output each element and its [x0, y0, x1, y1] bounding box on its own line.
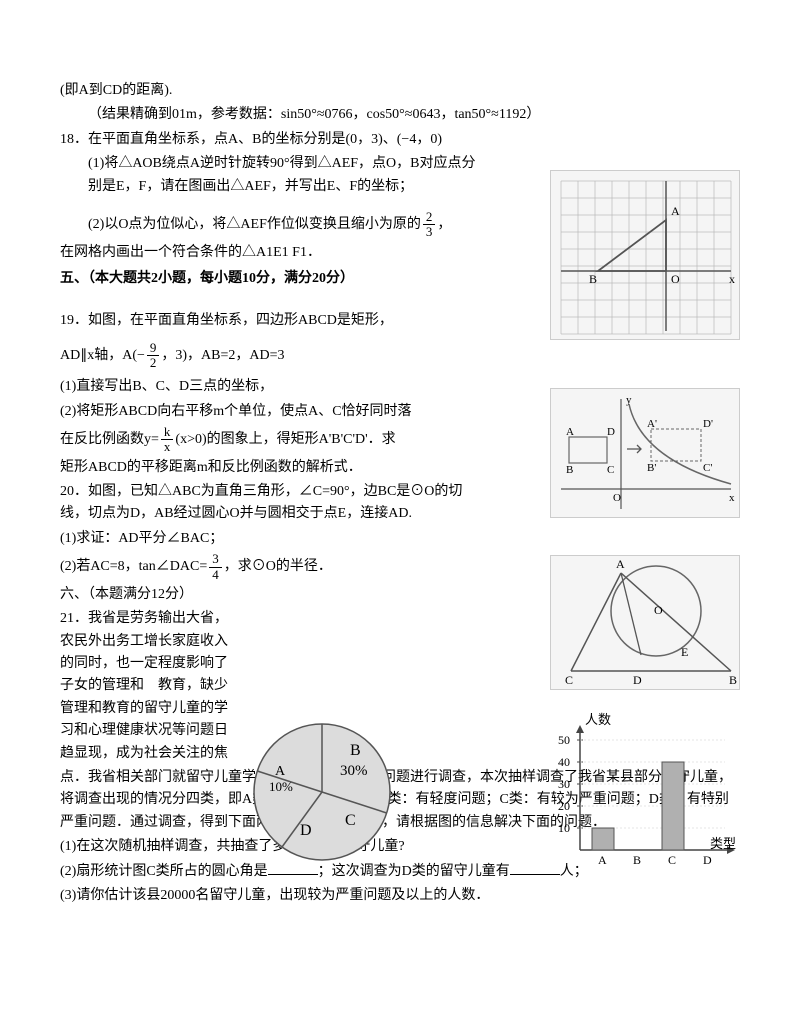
svg-text:D: D: [300, 822, 312, 839]
svg-text:人数: 人数: [585, 712, 611, 727]
q18-frac: 23: [423, 210, 436, 240]
q19-s1: (1)直接写出B、C、D三点的坐标，: [60, 376, 480, 398]
svg-text:50: 50: [558, 733, 570, 747]
figure-q21-barchart: 人数 10 20 30 40 50 A B C D 类型: [550, 710, 740, 870]
q20-frac: 34: [209, 552, 222, 582]
svg-text:B': B': [647, 462, 656, 474]
q18-s2c: 在网格内画出一个符合条件的△A1E1 F1．: [60, 242, 480, 264]
figure-q19-graph: A B C D A' B' C' D' O x y: [550, 388, 740, 518]
q18-s1: (1)将△AOB绕点A逆时针旋转90°得到△AEF，点O，B对应点分别是E，F，…: [60, 153, 480, 198]
svg-text:20: 20: [558, 799, 570, 813]
q19-s3b: (x>0)的图象上，得矩形A'B'C'D'．求: [175, 432, 395, 447]
svg-text:A: A: [275, 764, 286, 779]
svg-text:O: O: [613, 492, 621, 504]
svg-text:D: D: [703, 853, 712, 867]
svg-text:B: B: [566, 464, 573, 476]
q18-s2: (2)以O点为位似心，将△AEF作位似变换且缩小为原的23，: [60, 210, 480, 240]
svg-text:C': C': [703, 462, 712, 474]
svg-text:A: A: [671, 204, 680, 218]
prev-line1: (即A到CD的距离).: [60, 80, 740, 102]
svg-text:D: D: [607, 426, 615, 438]
q21-s2a: (2)扇形统计图C类所占的圆心角是: [60, 864, 268, 879]
q19-head: 19．如图，在平面直角坐标系，四边形ABCD是矩形，: [60, 310, 480, 332]
svg-text:10: 10: [558, 821, 570, 835]
q20-s2b: ，求⊙O的半径．: [224, 559, 332, 574]
svg-text:O: O: [671, 272, 680, 286]
svg-text:C: C: [565, 673, 573, 687]
svg-text:C: C: [668, 853, 676, 867]
svg-text:A: A: [616, 557, 625, 571]
grid-svg: A B O x: [551, 171, 741, 341]
svg-text:B: B: [729, 673, 737, 687]
svg-text:类型: 类型: [710, 836, 736, 851]
q20-s1: (1)求证：AD平分∠BAC；: [60, 528, 480, 550]
svg-text:C: C: [607, 464, 614, 476]
svg-text:A': A': [647, 418, 657, 430]
q20-s2: (2)若AC=8，tan∠DAC=34，求⊙O的半径．: [60, 552, 480, 582]
svg-text:D': D': [703, 418, 713, 430]
figure-q21-piechart: B 30% C D A 10%: [245, 715, 400, 870]
svg-text:A: A: [598, 853, 607, 867]
svg-text:30: 30: [558, 777, 570, 791]
svg-text:B: B: [350, 742, 361, 759]
bar-svg: 人数 10 20 30 40 50 A B C D 类型: [550, 710, 740, 870]
q21-s3: (3)请你估计该县20000名留守儿童，出现较为严重问题及以上的人数．: [60, 885, 740, 907]
svg-text:30%: 30%: [340, 763, 368, 779]
svg-text:E: E: [681, 645, 688, 659]
q19-l2a: AD∥x轴，A(−: [60, 348, 145, 363]
pie-svg: B 30% C D A 10%: [245, 715, 400, 870]
q20-head: 20．如图，已知△ABC为直角三角形，∠C=90°，边BC是⊙O的切线，切点为D…: [60, 481, 480, 526]
q21-intro: 21．我省是劳务输出大省，农民外出务工增长家庭收入的同时，也一定程度影响了子女的…: [60, 608, 230, 765]
q20-s2a: (2)若AC=8，tan∠DAC=: [60, 559, 207, 574]
hyperbola-svg: A B C D A' B' C' D' O x y: [551, 389, 741, 519]
svg-text:D: D: [633, 673, 642, 687]
q19-l2: AD∥x轴，A(−92，3)，AB=2，AD=3: [60, 341, 480, 371]
q19-frac2: kx: [161, 425, 174, 455]
svg-text:A: A: [566, 426, 574, 438]
q18-head: 18．在平面直角坐标系，点A、B的坐标分别是(0，3)、(−4，0): [60, 129, 480, 151]
q19-s3: 在反比例函数y=kx(x>0)的图象上，得矩形A'B'C'D'．求: [60, 425, 480, 455]
figure-q18-grid: A B O x: [550, 170, 740, 340]
q19-l2b: ，3)，AB=2，AD=3: [161, 348, 284, 363]
svg-text:B: B: [589, 272, 597, 286]
q19-s2: (2)将矩形ABCD向右平移m个单位，使点A、C恰好同时落: [60, 401, 480, 423]
svg-text:y: y: [626, 394, 632, 406]
q18-s2a: (2)以O点为位似心，将△AEF作位似变换且缩小为原的: [88, 217, 421, 232]
figure-q20-circle: A B C D E O: [550, 555, 740, 690]
svg-text:B: B: [633, 853, 641, 867]
svg-text:40: 40: [558, 755, 570, 769]
q18-s2b: ，: [437, 217, 451, 232]
svg-text:C: C: [345, 812, 356, 829]
svg-text:O: O: [654, 603, 663, 617]
q19-s3a: 在反比例函数y=: [60, 432, 159, 447]
circle-svg: A B C D E O: [551, 556, 741, 691]
prev-line2: （结果精确到01m，参考数据：sin50°≈0766，cos50°≈0643，t…: [60, 104, 740, 126]
svg-text:x: x: [729, 272, 735, 286]
svg-text:10%: 10%: [269, 779, 293, 794]
svg-text:x: x: [729, 492, 735, 504]
q19-frac1: 92: [147, 341, 160, 371]
